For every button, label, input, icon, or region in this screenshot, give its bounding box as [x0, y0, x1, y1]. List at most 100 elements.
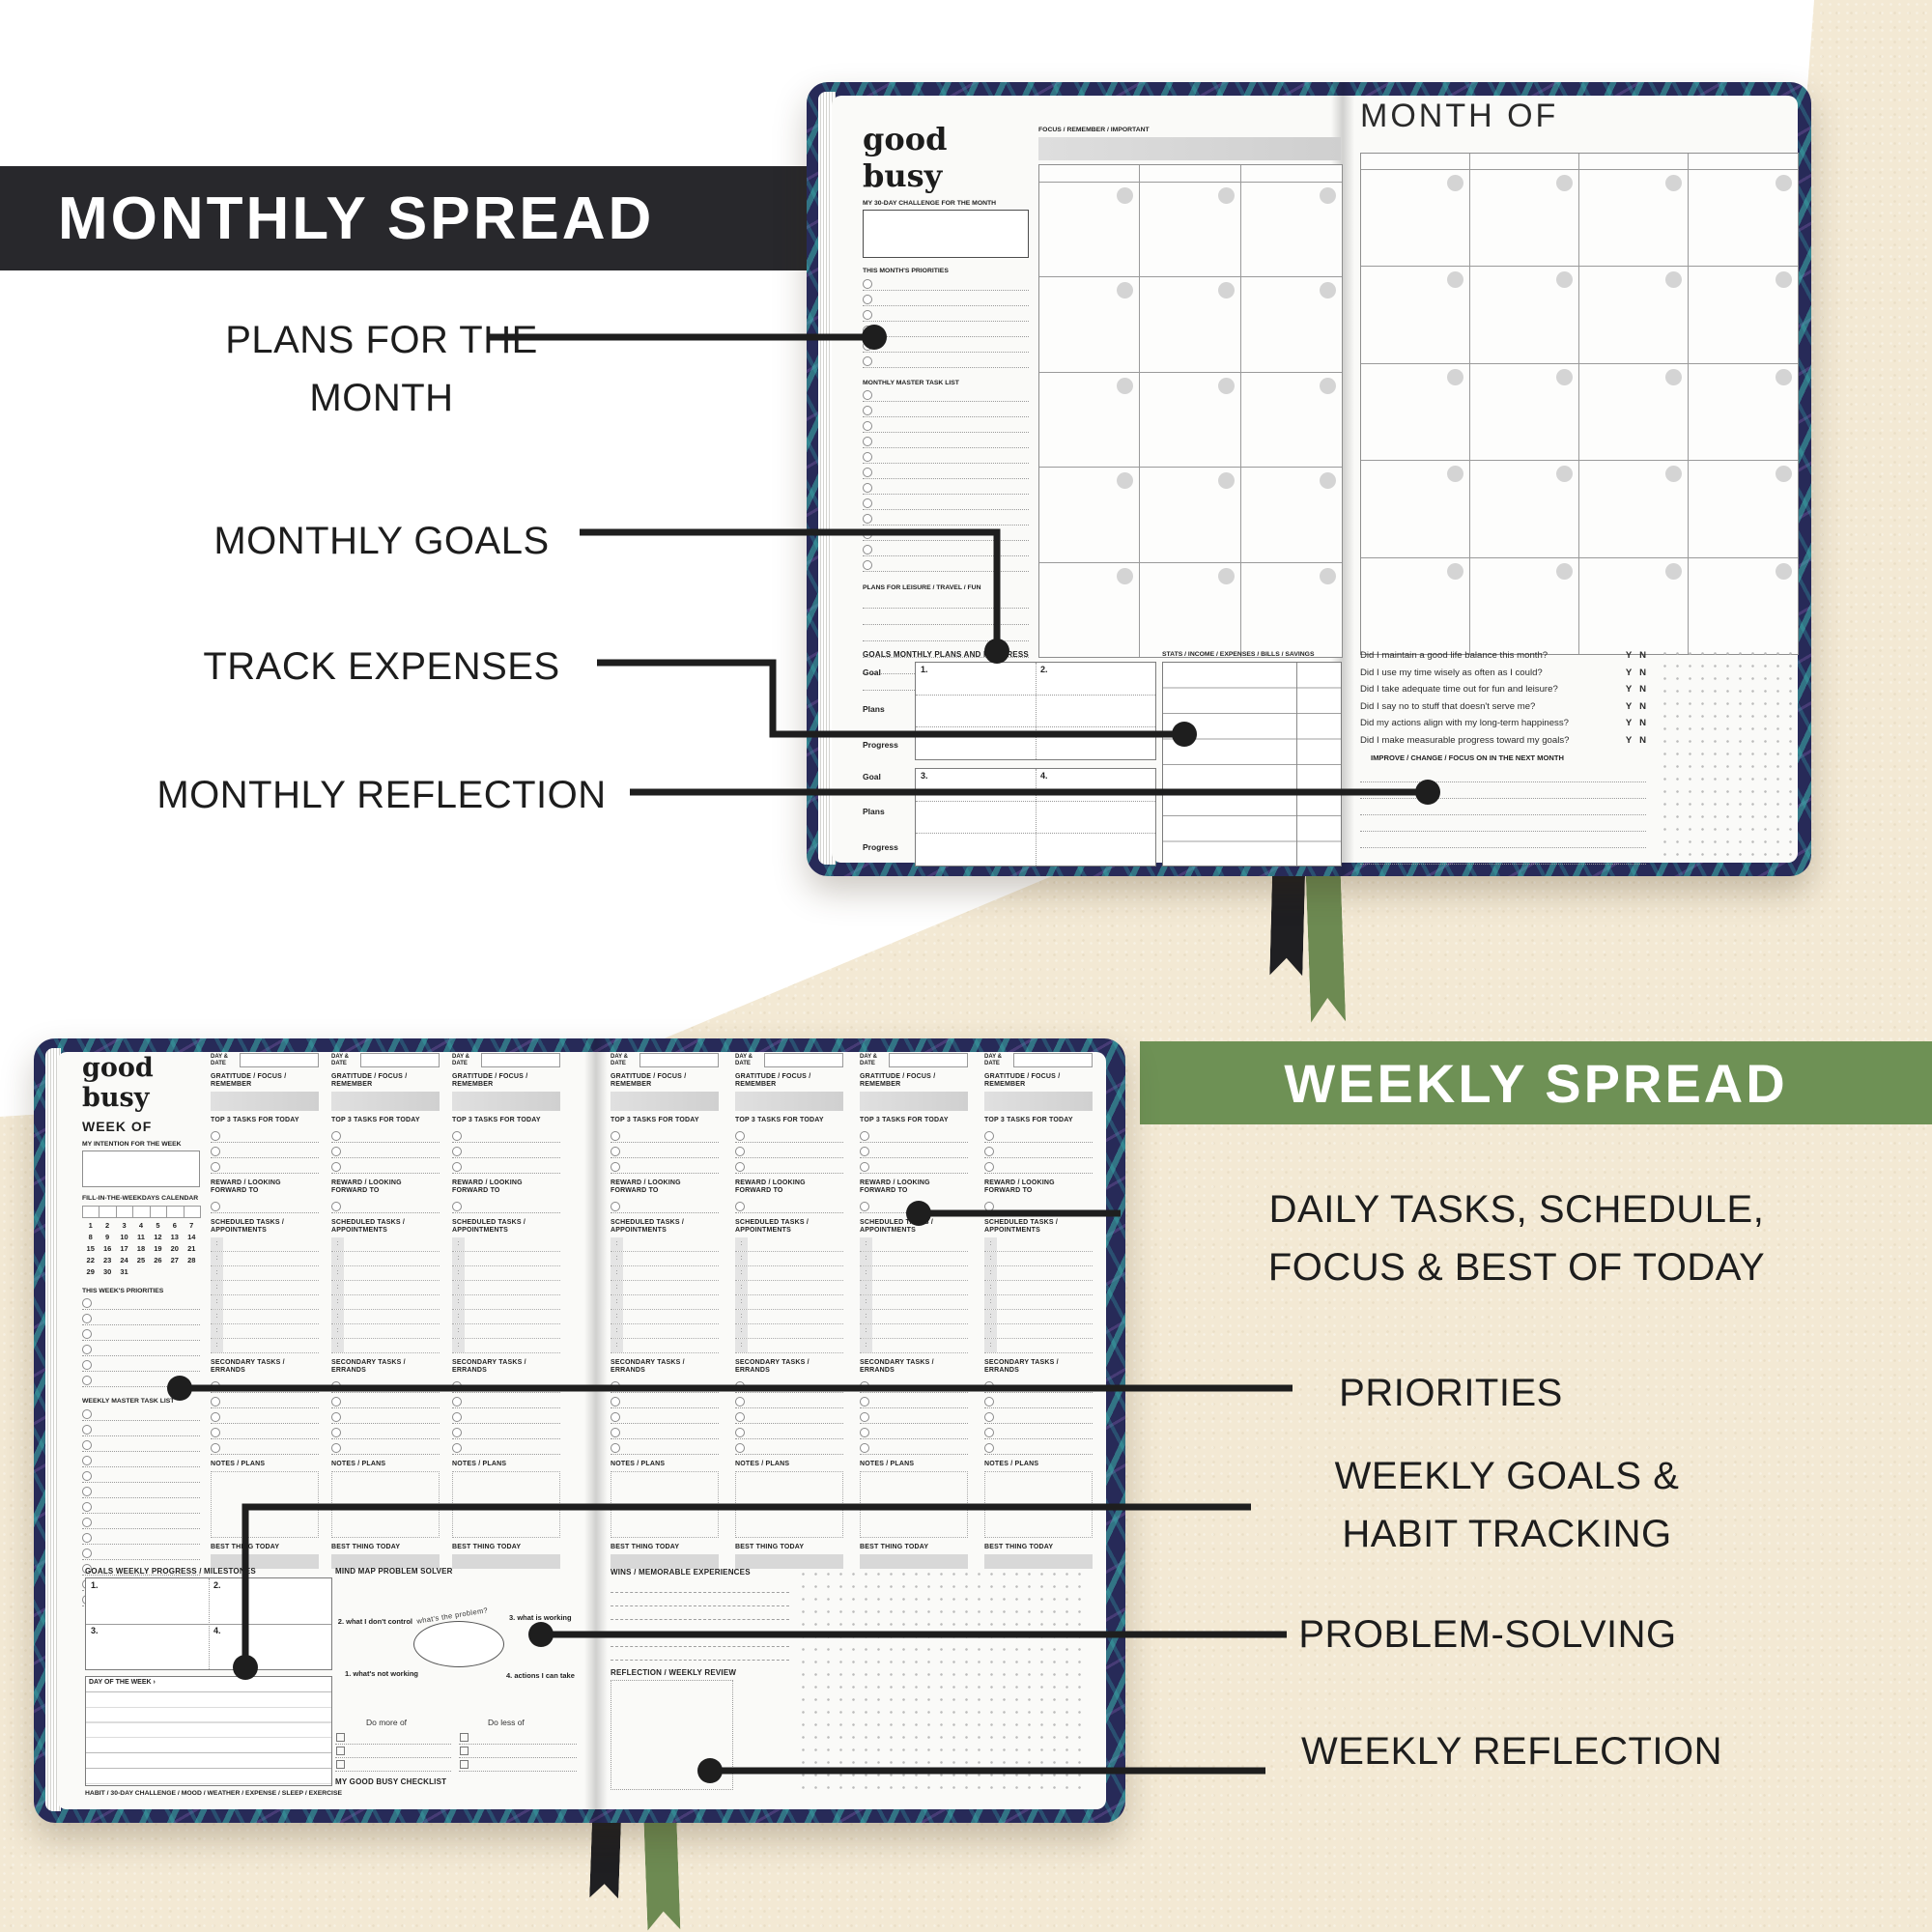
task-row [82, 1327, 200, 1342]
calendar-header-cell [1579, 154, 1689, 170]
task-row [211, 1160, 319, 1175]
task-row [860, 1379, 968, 1394]
calendar-row: 1 2 3 4 5 6 7 [82, 1221, 200, 1233]
task-row [860, 1426, 968, 1440]
goal-number: 4. [1040, 771, 1048, 781]
calendar-number: 25 [136, 1255, 146, 1264]
reward-rows [611, 1198, 719, 1214]
task-row [82, 1562, 200, 1576]
calendar-header-cell [1361, 154, 1470, 170]
notes-label: NOTES / PLANS [860, 1461, 915, 1468]
calendar-day-cell [1240, 276, 1342, 371]
secondary-rows [331, 1378, 440, 1456]
calendar-day-cell [1240, 467, 1342, 561]
calendar-day-cell [1361, 362, 1470, 461]
write-line [1360, 832, 1646, 848]
write-line [1360, 799, 1646, 815]
schedule-row [331, 1295, 440, 1311]
weekly-reflection-label: REFLECTION / WEEKLY REVIEW [611, 1668, 737, 1677]
task-row [863, 339, 1029, 353]
monthly-left-column: good busy MY 30-DAY CHALLENGE FOR THE MO… [863, 121, 1029, 691]
reward-label: REWARD / LOOKING FORWARD TO [735, 1179, 806, 1195]
task-row [984, 1145, 1093, 1159]
calendar-day-cell [1361, 556, 1470, 654]
calendar-day-cell [1140, 371, 1241, 468]
notes-box [611, 1471, 719, 1538]
task-row [82, 1423, 200, 1436]
brand-logo: good busy [82, 1053, 154, 1113]
do-more-rows [335, 1731, 451, 1772]
schedule-row [211, 1310, 319, 1325]
task-row [863, 419, 1029, 434]
weekly-goals-label: GOALS WEEKLY PROGRESS / MILESTONES [85, 1567, 256, 1576]
calendar-number: 23 [102, 1255, 112, 1264]
callout-priorities: PRIORITIES [1339, 1372, 1563, 1414]
top3-rows [984, 1127, 1093, 1175]
gratitude-box [984, 1092, 1093, 1112]
divider [1036, 663, 1037, 759]
weekday-cell [149, 1205, 168, 1218]
task-row [211, 1129, 319, 1144]
calendar-number [132, 1267, 149, 1279]
write-line [611, 1593, 789, 1606]
top3-label: TOP 3 TASKS FOR TODAY [452, 1117, 541, 1124]
write-line [611, 1634, 789, 1647]
scheduled-label: SCHEDULED TASKS / APPOINTMENTS [984, 1219, 1058, 1235]
wins-label: WINS / MEMORABLE EXPERIENCES [611, 1568, 751, 1577]
best-thing-label: BEST THING TODAY [611, 1543, 680, 1550]
goal-row-label: Goal [863, 668, 881, 677]
do-more-label: Do more of [366, 1718, 408, 1727]
month-of-title: MONTH OF [1360, 98, 1559, 134]
do-less-rows [459, 1731, 577, 1772]
task-row [735, 1441, 843, 1456]
task-row [735, 1129, 843, 1144]
schedule-row [331, 1310, 440, 1325]
schedule-row [211, 1252, 319, 1267]
day-date-label: DAY & DATE [735, 1053, 753, 1066]
scheduled-rows [984, 1237, 1093, 1354]
monthly-grid-left [1038, 182, 1343, 658]
task-row [331, 1379, 440, 1394]
task-row [611, 1395, 719, 1409]
task-row [984, 1379, 1093, 1394]
task-row [82, 1343, 200, 1357]
calendar-day-cell [1689, 460, 1798, 556]
weekly-goals-table: 1. 2. 3. 4. [85, 1577, 332, 1670]
checkbox-row [335, 1745, 451, 1758]
notes-label: NOTES / PLANS [611, 1461, 666, 1468]
calendar-header-cell [1689, 154, 1798, 170]
reflection-questions: Did I maintain a good life balance this … [1360, 650, 1646, 753]
calendar-day-cell [1039, 276, 1141, 372]
task-row [863, 435, 1029, 449]
scheduled-rows [611, 1237, 719, 1354]
calendar-day-cell [1470, 169, 1579, 267]
task-row [82, 1296, 200, 1311]
weekly-spread-banner: WEEKLY SPREAD [1140, 1041, 1932, 1124]
scheduled-label: SCHEDULED TASKS / APPOINTMENTS [331, 1219, 405, 1235]
task-row [82, 1374, 200, 1388]
top3-label: TOP 3 TASKS FOR TODAY [211, 1117, 299, 1124]
task-row [863, 355, 1029, 368]
day-date-box [764, 1053, 843, 1067]
secondary-rows [735, 1378, 843, 1456]
dot-grid [797, 1568, 1087, 1790]
schedule-row [611, 1266, 719, 1282]
secondary-label: SECONDARY TASKS / ERRANDS [735, 1359, 810, 1375]
schedule-row [984, 1310, 1093, 1325]
calendar-day-cell [1039, 182, 1141, 277]
notes-box [211, 1471, 319, 1538]
goal-number: 3. [91, 1626, 99, 1635]
master-task-rows [863, 388, 1029, 573]
calendar-number: 7 [189, 1220, 194, 1230]
schedule-row [735, 1339, 843, 1354]
task-row [735, 1200, 843, 1214]
reward-label: REWARD / LOOKING FORWARD TO [211, 1179, 281, 1195]
task-row [984, 1129, 1093, 1144]
day-date-field: DAY & DATE [211, 1053, 319, 1067]
scheduled-rows [211, 1237, 319, 1354]
scheduled-label: SCHEDULED TASKS / APPOINTMENTS [611, 1219, 684, 1235]
schedule-row [735, 1266, 843, 1282]
calendar-number [184, 1267, 200, 1279]
schedule-row [211, 1237, 319, 1253]
gratitude-box [331, 1092, 440, 1112]
